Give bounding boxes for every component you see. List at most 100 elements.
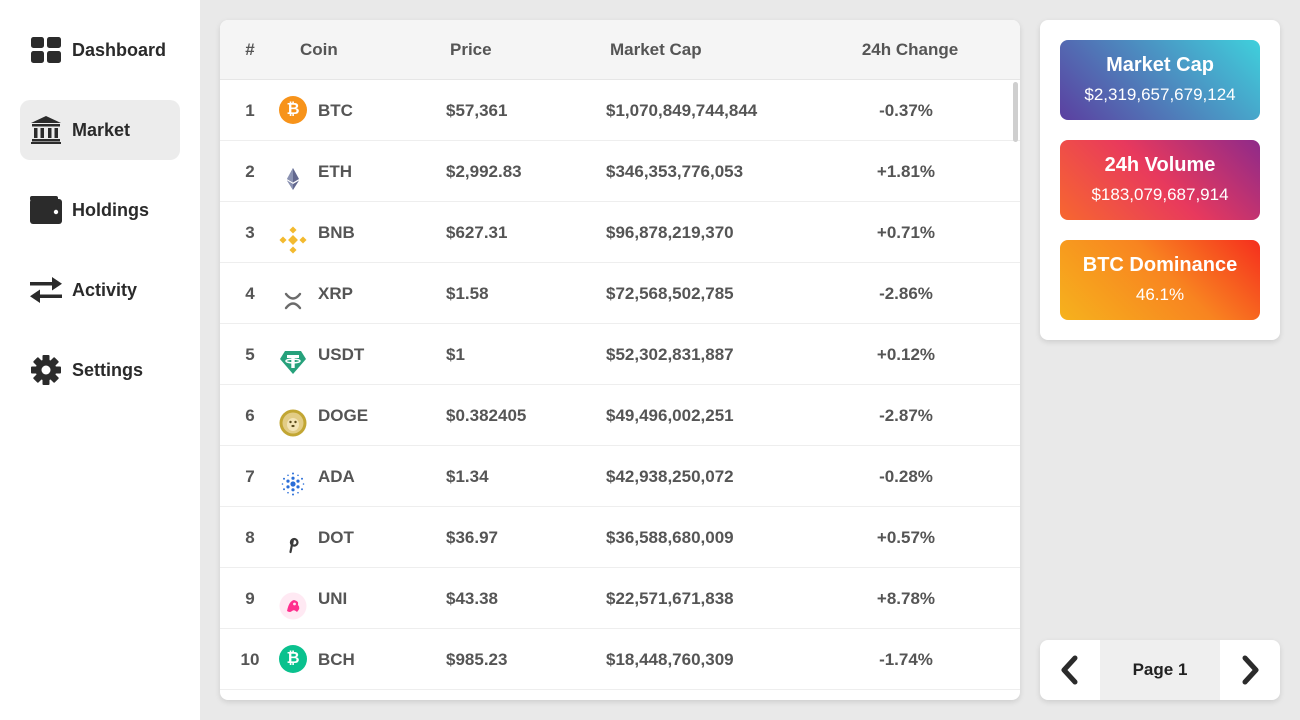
rank-cell: 5 <box>245 345 255 364</box>
change-cell: +0.57% <box>876 528 936 547</box>
market-cap-cell: $1,070,849,744,844 <box>606 101 758 120</box>
next-page-button[interactable] <box>1220 640 1280 700</box>
page-indicator: Page 1 <box>1100 640 1220 700</box>
header-coin[interactable]: Coin <box>300 40 338 59</box>
table-header: # Coin Price Market Cap 24h Change <box>220 20 1020 80</box>
coin-symbol: DOT <box>318 528 354 547</box>
market-cap-cell: $346,353,776,053 <box>606 162 744 181</box>
volume-stat: 24h Volume $183,079,687,914 <box>1060 140 1260 220</box>
dogecoin-icon <box>279 401 307 437</box>
coin-symbol: UNI <box>318 589 348 608</box>
table-row[interactable]: 10 ₿ BCH $985.23 $18,448,760,309 -1.74% <box>220 629 1020 690</box>
price-cell: $43.38 <box>446 589 498 608</box>
sidebar-item-settings[interactable]: Settings <box>20 340 180 400</box>
change-cell: +0.71% <box>876 223 936 242</box>
market-cap-cell: $36,588,680,009 <box>606 528 734 547</box>
rank-cell: 1 <box>245 101 255 120</box>
price-cell: $1 <box>446 345 465 364</box>
rank-cell: 8 <box>245 528 255 547</box>
bank-icon <box>30 114 62 146</box>
xrp-icon <box>279 279 307 310</box>
header-24h-change[interactable]: 24h Change <box>861 40 959 59</box>
chevron-right-icon <box>1242 655 1259 685</box>
coin-symbol: BTC <box>318 101 353 120</box>
sidebar-item-label: Dashboard <box>72 39 167 60</box>
change-cell: -1.74% <box>879 650 933 669</box>
header-rank[interactable]: # <box>245 40 255 59</box>
bitcoin-icon: ₿ <box>279 96 307 124</box>
sidebar-item-label: Settings <box>72 359 144 380</box>
market-cap-cell: $72,568,502,785 <box>606 284 734 303</box>
polkadot-icon <box>279 523 307 554</box>
gear-icon <box>30 354 62 386</box>
table-row[interactable]: 7 ADA $1.34 $42,938,250,072 -0.28% <box>220 446 1020 507</box>
pagination: Page 1 <box>1040 640 1280 700</box>
change-cell: -0.28% <box>879 467 933 486</box>
coin-symbol: USDT <box>318 345 365 364</box>
table-body: 1 ₿ BTC $57,361 $1,070,849,744,844 -0.37… <box>220 80 1020 700</box>
tether-icon <box>279 340 307 374</box>
price-cell: $0.382405 <box>446 406 527 425</box>
dashboard-icon <box>30 34 62 66</box>
stat-title: BTC Dominance <box>1082 254 1238 276</box>
change-cell: -2.87% <box>879 406 933 425</box>
table-row[interactable]: 5 USDT $1 $52,302,831,887 +0.12% <box>220 324 1020 385</box>
market-cap-stat: Market Cap $2,319,657,679,124 <box>1060 40 1260 120</box>
chevron-left-icon <box>1061 655 1078 685</box>
market-table: # Coin Price Market Cap 24h Change 1 ₿ B… <box>220 20 1020 700</box>
coin-symbol: ETH <box>318 162 352 181</box>
price-cell: $57,361 <box>446 101 508 120</box>
sidebar-item-market[interactable]: Market <box>20 100 180 160</box>
sidebar-item-label: Activity <box>72 279 138 300</box>
sidebar-item-dashboard[interactable]: Dashboard <box>20 20 180 80</box>
table-row[interactable]: 8 DOT $36.97 $36,588,680,009 +0.57% <box>220 507 1020 568</box>
change-cell: -0.37% <box>879 101 933 120</box>
stat-value: $2,319,657,679,124 <box>1084 85 1236 104</box>
sidebar-item-label: Holdings <box>72 199 149 220</box>
rank-cell: 4 <box>245 284 255 303</box>
table-row[interactable]: 9 UNI $43.38 $22,571,671,838 +8.78% <box>220 568 1020 629</box>
wallet-icon <box>30 194 62 226</box>
price-cell: $1.58 <box>446 284 489 303</box>
rank-cell: 6 <box>245 406 255 425</box>
previous-page-button[interactable] <box>1040 640 1100 700</box>
table-row[interactable]: 6 DOGE $0.382405 $49,496,002,251 -2.87% <box>220 385 1020 446</box>
rank-cell: 3 <box>245 223 255 242</box>
table-row[interactable]: 2 ETH $2,992.83 $346,353,776,053 +1.81% <box>220 141 1020 202</box>
sidebar: Dashboard Market Holdings Activity <box>0 0 200 720</box>
price-cell: $2,992.83 <box>446 162 522 181</box>
coin-symbol: BNB <box>318 223 355 242</box>
sidebar-item-label: Market <box>72 119 131 140</box>
price-cell: $985.23 <box>446 650 508 669</box>
price-cell: $627.31 <box>446 223 508 242</box>
table-row[interactable]: 3 BNB $627.31 $96,878,219,370 +0.71% <box>220 202 1020 263</box>
table-scrollbar[interactable] <box>1013 82 1018 142</box>
stat-title: 24h Volume <box>1104 154 1216 176</box>
market-stats-card: Market Cap $2,319,657,679,124 24h Volume… <box>1040 20 1280 340</box>
change-cell: +0.12% <box>876 345 936 364</box>
cardano-icon <box>279 462 307 496</box>
coin-symbol: BCH <box>318 650 355 669</box>
sidebar-item-activity[interactable]: Activity <box>20 260 180 320</box>
market-cap-cell: $96,878,219,370 <box>606 223 734 242</box>
coin-symbol: XRP <box>318 284 353 303</box>
market-cap-cell: $52,302,831,887 <box>606 345 734 364</box>
coin-symbol: ADA <box>318 467 355 486</box>
rank-cell: 10 <box>240 650 260 669</box>
rank-cell: 9 <box>245 589 255 608</box>
ethereum-icon <box>279 157 307 190</box>
market-cap-cell: $42,938,250,072 <box>606 467 734 486</box>
header-price[interactable]: Price <box>450 40 492 59</box>
price-cell: $1.34 <box>446 467 489 486</box>
stat-value: $183,079,687,914 <box>1091 185 1229 204</box>
market-cap-cell: $22,571,671,838 <box>606 589 734 608</box>
sidebar-item-holdings[interactable]: Holdings <box>20 180 180 240</box>
stat-title: Market Cap <box>1106 54 1214 76</box>
price-cell: $36.97 <box>446 528 498 547</box>
table-row[interactable]: 4 XRP $1.58 $72,568,502,785 -2.86% <box>220 263 1020 324</box>
stat-value: 46.1% <box>1135 285 1185 304</box>
uniswap-icon <box>279 584 307 620</box>
header-market-cap[interactable]: Market Cap <box>610 40 702 59</box>
table-row[interactable]: 1 ₿ BTC $57,361 $1,070,849,744,844 -0.37… <box>220 80 1020 141</box>
change-cell: +8.78% <box>876 589 936 608</box>
